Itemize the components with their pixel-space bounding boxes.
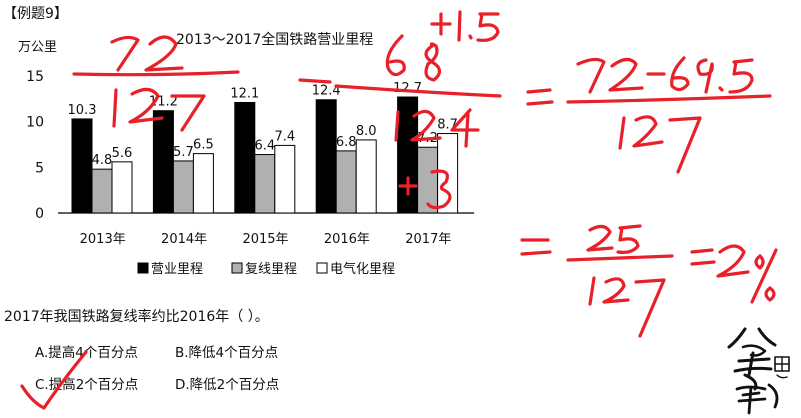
bar-electrified-1 [192,153,214,214]
data-label: 6.5 [193,138,214,153]
hw-plus-1-5 [430,10,500,42]
data-label: 8.0 [356,124,377,139]
hw-2-5-num [586,224,642,254]
question-text: 2017年我国铁路复线率约比2016年（ ）。 [4,309,269,325]
data-label: 6.8 [336,135,357,150]
legend-label: 电气化里程 [330,261,395,277]
x-category-label: 2015年 [242,232,288,247]
legend-swatch [316,262,328,274]
hw-equals-2 [520,238,552,256]
y-tick-label: 0 [35,206,44,222]
data-label: 5.7 [173,145,194,160]
bar-electrified-0 [111,161,133,214]
legend-swatch [231,262,243,274]
data-label: 12.4 [312,84,341,99]
example-tag: 【例题9】 [3,6,68,22]
hw-68 [385,34,442,82]
hw-result-den [618,115,702,174]
hw-frac-line-1 [72,70,240,77]
hw-plus-3 [398,169,452,210]
y-tick-label: 10 [26,115,44,131]
hw-127 [112,87,206,132]
data-label: 7.4 [274,129,295,144]
data-label: 6.4 [254,139,275,154]
legend-label: 复线里程 [245,262,297,277]
hw-frac-line-4 [566,254,674,262]
x-category-label: 2014年 [161,232,207,247]
y-axis-unit: 万公里 [18,40,58,55]
hw-124 [394,108,480,148]
hw-equals-3 [690,248,716,266]
bar-operating-0 [71,118,93,214]
data-label: 4.8 [92,153,113,168]
hw-frac-line-2 [334,84,502,98]
option-b[interactable]: B.降低4个百分点 [175,345,279,361]
y-tick-label: 5 [35,160,44,176]
bar-electrified-3 [355,139,377,214]
legend-label: 营业里程 [151,262,203,277]
x-category-label: 2016年 [324,232,370,247]
hw-72 [110,35,184,72]
bar-electrified-2 [274,144,296,214]
x-category-label: 2017年 [405,232,451,247]
hw-minus [298,78,332,84]
hw-result-numerator [576,56,754,94]
hw-checkmark [20,350,88,410]
legend-swatch [137,262,149,274]
y-tick-label: 15 [26,69,44,85]
data-label: 12.1 [230,86,259,101]
hw-equals-1 [526,88,554,106]
x-category-label: 2013年 [80,232,126,247]
chart-title: 2013～2017全国铁路营业里程 [176,32,374,48]
calligraphy-seal-logo [727,327,790,415]
data-label: 10.3 [68,103,97,118]
data-label: 5.6 [112,146,133,161]
option-c[interactable]: C.提高2个百分点 [35,377,139,393]
option-d[interactable]: D.降低2个百分点 [175,377,280,393]
hw-2-5-den [588,276,666,338]
hw-frac-line-3 [566,94,772,104]
hw-2-percent [716,244,778,304]
